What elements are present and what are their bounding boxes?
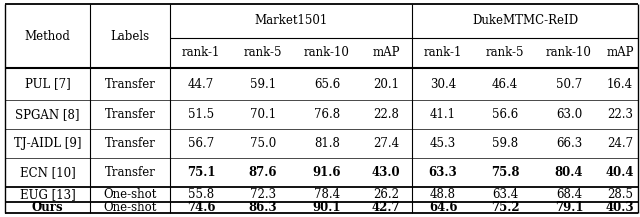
- Text: 66.3: 66.3: [556, 137, 582, 150]
- Text: 76.8: 76.8: [314, 108, 340, 121]
- Text: 40.4: 40.4: [605, 166, 634, 179]
- Text: 80.4: 80.4: [555, 166, 583, 179]
- Text: 55.8: 55.8: [188, 188, 214, 201]
- Text: 41.1: 41.1: [430, 108, 456, 121]
- Text: rank-5: rank-5: [486, 46, 524, 59]
- Text: Method: Method: [24, 30, 70, 43]
- Text: 24.7: 24.7: [607, 137, 633, 150]
- Text: 87.6: 87.6: [249, 166, 277, 179]
- Text: 56.6: 56.6: [492, 108, 518, 121]
- Text: One-shot: One-shot: [103, 201, 157, 214]
- Text: rank-10: rank-10: [304, 46, 350, 59]
- Text: 16.4: 16.4: [607, 77, 633, 90]
- Text: rank-5: rank-5: [244, 46, 282, 59]
- Text: 79.1: 79.1: [555, 201, 583, 214]
- Text: 45.3: 45.3: [430, 137, 456, 150]
- Text: 59.1: 59.1: [250, 77, 276, 90]
- Text: 72.3: 72.3: [250, 188, 276, 201]
- Text: 42.7: 42.7: [372, 201, 400, 214]
- Text: 56.7: 56.7: [188, 137, 214, 150]
- Text: 63.3: 63.3: [429, 166, 458, 179]
- Text: 44.7: 44.7: [188, 77, 214, 90]
- Text: 51.5: 51.5: [188, 108, 214, 121]
- Text: 26.2: 26.2: [373, 188, 399, 201]
- Text: 27.4: 27.4: [373, 137, 399, 150]
- Text: 63.0: 63.0: [556, 108, 582, 121]
- Text: 75.0: 75.0: [250, 137, 276, 150]
- Text: 65.6: 65.6: [314, 77, 340, 90]
- Text: Market1501: Market1501: [254, 15, 328, 28]
- Text: 91.6: 91.6: [313, 166, 341, 179]
- Text: 90.1: 90.1: [313, 201, 341, 214]
- Text: 75.8: 75.8: [491, 166, 519, 179]
- Text: ECN [10]: ECN [10]: [20, 166, 76, 179]
- Text: Transfer: Transfer: [104, 108, 156, 121]
- Text: 48.8: 48.8: [430, 188, 456, 201]
- Text: 78.4: 78.4: [314, 188, 340, 201]
- Text: 75.1: 75.1: [187, 166, 215, 179]
- Text: 75.2: 75.2: [491, 201, 519, 214]
- Text: 86.3: 86.3: [249, 201, 277, 214]
- Text: Transfer: Transfer: [104, 77, 156, 90]
- Text: Transfer: Transfer: [104, 166, 156, 179]
- Text: 22.8: 22.8: [373, 108, 399, 121]
- Text: 74.6: 74.6: [187, 201, 215, 214]
- Text: 64.6: 64.6: [429, 201, 457, 214]
- Text: 70.1: 70.1: [250, 108, 276, 121]
- Text: Transfer: Transfer: [104, 137, 156, 150]
- Text: 30.4: 30.4: [430, 77, 456, 90]
- Text: 81.8: 81.8: [314, 137, 340, 150]
- Text: 40.3: 40.3: [605, 201, 634, 214]
- Text: 46.4: 46.4: [492, 77, 518, 90]
- Text: mAP: mAP: [606, 46, 634, 59]
- Text: TJ-AIDL [9]: TJ-AIDL [9]: [13, 137, 81, 150]
- Text: One-shot: One-shot: [103, 188, 157, 201]
- Text: rank-1: rank-1: [182, 46, 220, 59]
- Text: 22.3: 22.3: [607, 108, 633, 121]
- Text: 28.5: 28.5: [607, 188, 633, 201]
- Text: 20.1: 20.1: [373, 77, 399, 90]
- Text: SPGAN [8]: SPGAN [8]: [15, 108, 80, 121]
- Text: 63.4: 63.4: [492, 188, 518, 201]
- Text: rank-1: rank-1: [424, 46, 462, 59]
- Text: rank-10: rank-10: [546, 46, 592, 59]
- Text: EUG [13]: EUG [13]: [20, 188, 76, 201]
- Text: PUL [7]: PUL [7]: [24, 77, 70, 90]
- Text: mAP: mAP: [372, 46, 400, 59]
- Text: 43.0: 43.0: [372, 166, 400, 179]
- Text: Labels: Labels: [111, 30, 150, 43]
- Text: DukeMTMC-ReID: DukeMTMC-ReID: [472, 15, 578, 28]
- Text: Ours: Ours: [32, 201, 63, 214]
- Text: 59.8: 59.8: [492, 137, 518, 150]
- Text: 68.4: 68.4: [556, 188, 582, 201]
- Text: 50.7: 50.7: [556, 77, 582, 90]
